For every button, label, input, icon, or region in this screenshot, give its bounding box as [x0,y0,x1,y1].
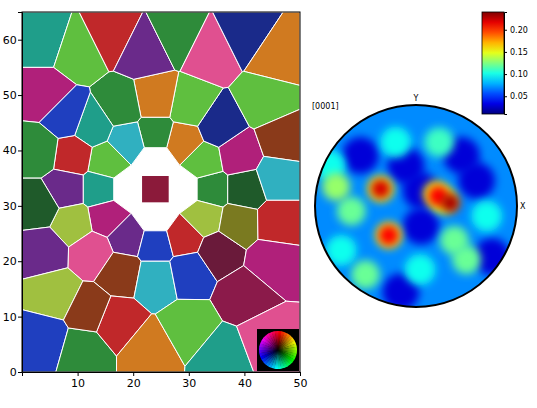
grain [256,156,300,200]
tick-label: 0.10 [510,70,528,79]
grain [22,178,59,230]
tick-label: 0 [10,366,17,379]
tick: 30 [182,372,196,390]
grain [54,135,93,174]
tick-label: 10 [3,311,17,324]
density-blob [337,197,366,226]
tick: 0.20 [504,26,528,35]
figure: 10203040500102030405060[0001]YX0.050.100… [0,0,537,408]
tick-mark [18,40,22,41]
tick-mark [18,206,22,207]
axis-title: X [520,202,526,211]
axis: 10 20 30 40 50 [23,372,308,390]
color-key-shade [259,331,297,369]
density-blob [371,179,391,199]
tick: 10 [3,311,22,324]
density-blob [378,225,399,246]
grain [237,301,300,372]
tick: 0.05 [504,92,528,101]
tick-label: 0.20 [510,26,528,35]
plot-frame [22,12,300,372]
tick-mark [504,30,507,31]
grain [258,200,300,245]
tick-mark [504,96,507,97]
tick-label: 30 [182,377,196,390]
tick-mark [18,150,22,151]
tick: 0 [10,366,22,379]
density-blob [405,254,436,285]
density-blob [376,222,402,248]
axis-title: Y [413,94,419,103]
tick-mark [244,372,245,376]
density-background [315,105,517,307]
axis: 0 10 20 30 40 50 60 [3,13,23,380]
tick-label: 0.05 [510,92,528,101]
density-blob [440,226,469,255]
density-blob [342,137,379,174]
tick-mark [504,74,507,75]
density-blob [424,128,454,158]
tick-label: 40 [238,377,252,390]
tick: 50 [294,372,308,390]
tick-label: 20 [3,255,17,268]
colorbar [482,12,504,114]
grain [254,109,300,161]
tick-label: 60 [3,34,17,47]
axis-line [23,373,301,377]
density-blob [351,260,380,289]
pole-density [315,105,517,310]
color-key-background [257,329,299,371]
tick-label: 30 [3,200,17,213]
tick-mark [189,372,190,376]
tick: 0.10 [504,70,528,79]
tick-label: 50 [3,89,17,102]
tick: 40 [238,372,252,390]
tick-mark [18,317,22,318]
tick: 50 [3,89,22,102]
axis: 0.05 0.10 0.15 0.20 [504,13,528,115]
tick-label: 40 [3,144,17,157]
tick-label: 20 [127,377,141,390]
density-blob [458,162,495,199]
grain [219,203,258,249]
grain [142,175,170,203]
pole-figure-boundary [315,105,517,307]
density-blob [471,201,502,232]
grain [22,121,58,178]
grains [22,12,300,372]
tick-mark [133,372,134,376]
tick: 30 [3,200,22,213]
density-blob [441,194,460,213]
density-blob [368,176,394,202]
tick: 60 [3,34,22,47]
tick-mark [18,261,22,262]
tick: 40 [3,144,22,157]
tick-mark [504,52,507,53]
tick-mark [18,95,22,96]
color-key [257,329,299,371]
density-blob [322,173,350,201]
tick-mark [18,372,22,373]
density-blob [381,127,412,158]
tick-label: 0.15 [510,48,528,57]
tick-label: 50 [294,377,308,390]
tick-mark [300,372,301,376]
tick-mark [78,372,79,376]
axis-line [505,13,508,115]
tick: 20 [127,372,141,390]
tick: 10 [71,372,85,390]
plot-background [22,12,300,372]
grain [63,281,110,332]
pole-title: [0001] [312,102,339,111]
tick: 20 [3,255,22,268]
tick-label: 10 [71,377,85,390]
density-blob [403,208,440,245]
tick: 0.15 [504,48,528,57]
